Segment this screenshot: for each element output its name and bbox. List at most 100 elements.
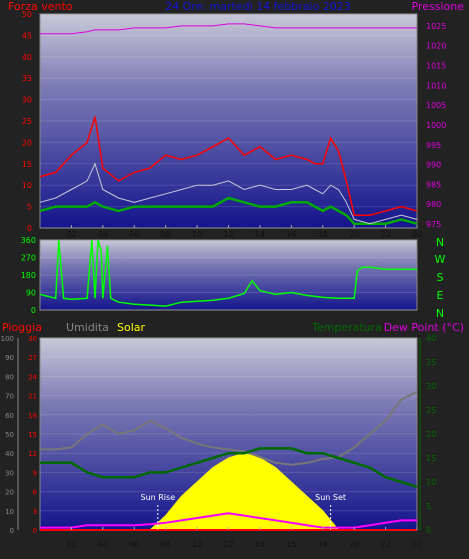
- wind-tick-label: 25: [22, 117, 32, 126]
- x-tick-label: 02: [66, 540, 76, 549]
- x-tick-label: 18: [318, 540, 328, 549]
- x-tick-label: 10: [192, 540, 202, 549]
- compass-label: N: [436, 236, 444, 249]
- x-tick-label: 20: [349, 540, 359, 549]
- rain-tick-label: 18: [28, 412, 37, 420]
- x-tick-label: 02: [66, 230, 76, 239]
- pressure-tick-label: 985: [426, 180, 441, 189]
- wind-green-line: [39, 196, 418, 225]
- x-tick-label: 04: [98, 540, 108, 549]
- wind-tick-label: 15: [22, 160, 32, 169]
- humidity-tick-label: 100: [1, 335, 14, 343]
- x-tick-label: 16: [286, 230, 296, 239]
- wind-tick-label: 5: [27, 203, 32, 212]
- rain-axis: 0 3 6 9 12 15 18 21 24 27 30: [28, 335, 37, 535]
- legend-humidity: Umidita: [66, 321, 109, 334]
- wind-tick-label: 20: [22, 138, 32, 147]
- x-tick-label: 12: [223, 230, 233, 239]
- direction-tick-label: 270: [21, 254, 36, 263]
- rain-tick-label: 21: [28, 393, 37, 401]
- humidity-tick-label: 60: [5, 412, 14, 420]
- pressure-line: [40, 23, 417, 35]
- rain-tick-label: 27: [28, 354, 37, 362]
- direction-tick-label: 180: [21, 271, 36, 280]
- pressure-tick-label: 1000: [426, 121, 446, 130]
- rain-tick-label: 30: [28, 335, 37, 343]
- humidity-tick-label: 50: [5, 431, 14, 439]
- header-left: Forza vento: [8, 0, 73, 13]
- legend-temperature: Temperatura: [311, 321, 382, 334]
- wind-plot-area: [39, 13, 418, 229]
- x-tick-label: 10: [192, 230, 202, 239]
- x-tick-label: 12: [223, 540, 233, 549]
- rain-tick-label: 6: [33, 489, 38, 497]
- x-tick-label: 04: [98, 230, 108, 239]
- compass-label: E: [437, 289, 444, 302]
- pressure-tick-label: 1025: [426, 22, 446, 31]
- legend-solar: Solar: [117, 321, 146, 334]
- wind-tick-label: 40: [22, 53, 32, 62]
- compass-label: N: [436, 307, 444, 320]
- x-tick-label: 22: [380, 540, 390, 549]
- direction-tick-label: 0: [31, 306, 36, 315]
- rain-tick-label: 24: [28, 373, 37, 381]
- x-tick-label: 14: [255, 540, 265, 549]
- pressure-tick-label: 990: [426, 161, 441, 170]
- wind-tick-label: 0: [27, 224, 32, 233]
- rain-tick-label: 9: [33, 469, 37, 477]
- temperature-tick-label: 40: [426, 334, 436, 343]
- humidity-line: [40, 390, 418, 466]
- wind-tick-label: 45: [22, 31, 32, 40]
- humidity-tick-label: 70: [5, 393, 14, 401]
- humidity-tick-label: 90: [5, 354, 14, 362]
- header-center: 24 Ore: martedì 14 febbraio 2023: [165, 0, 351, 13]
- pressure-tick-label: 980: [426, 200, 441, 209]
- temperature-tick-label: 5: [426, 502, 431, 511]
- weather-x-axis: 02 04 06 08 10 12 14 16 18 20 22 00: [66, 527, 422, 549]
- wind-tick-label: 50: [22, 10, 32, 19]
- humidity-tick-label: 80: [5, 373, 14, 381]
- pressure-tick-label: 1010: [426, 81, 446, 90]
- rain-tick-label: 15: [28, 431, 37, 439]
- x-tick-label: 06: [129, 540, 139, 549]
- x-tick-label: 18: [318, 230, 328, 239]
- wind-tick-label: 35: [22, 74, 32, 83]
- pressure-tick-label: 975: [426, 220, 441, 229]
- legend-dewpoint: Dew Point (°C): [384, 321, 464, 334]
- pressure-tick-label: 1005: [426, 101, 446, 110]
- direction-axis-left: 0 90 180 270 360: [21, 236, 36, 315]
- humidity-tick-label: 30: [5, 469, 14, 477]
- wind-direction-line: [39, 239, 417, 307]
- x-tick-label: 00: [412, 540, 422, 549]
- wind-axis-left: 0 5 10 15 20 25 30 35 40 45 50: [22, 10, 32, 233]
- wind-gust-line: [39, 116, 418, 216]
- rain-tick-label: 3: [33, 508, 37, 516]
- compass-label: S: [437, 271, 444, 284]
- temperature-line: [40, 447, 418, 488]
- sunset-label: Sun Set: [315, 493, 346, 502]
- temperature-axis: 0 5 10 15 20 25 30 35 40: [419, 334, 436, 535]
- wind-tick-label: 10: [22, 181, 32, 190]
- x-tick-label: 08: [161, 540, 171, 549]
- x-tick-label: 22: [380, 230, 390, 239]
- header-right: Pressione: [412, 0, 465, 13]
- temperature-tick-label: 25: [426, 406, 436, 415]
- humidity-tick-label: 0: [10, 527, 14, 535]
- wind-average-line: [39, 162, 418, 225]
- pressure-tick-label: 1015: [426, 62, 446, 71]
- humidity-tick-label: 20: [5, 489, 14, 497]
- x-tick-label: 00: [412, 230, 422, 239]
- temperature-tick-label: 0: [426, 526, 431, 535]
- wind-x-axis: 02 04 06 08 10 12 14 16 18 20 22 00: [66, 225, 422, 239]
- pressure-tick-label: 1020: [426, 42, 446, 51]
- temperature-tick-label: 35: [426, 358, 436, 367]
- compass-label: W: [435, 253, 446, 266]
- rain-tick-label: 12: [28, 450, 37, 458]
- x-tick-label: 14: [255, 230, 265, 239]
- direction-tick-label: 360: [21, 236, 36, 245]
- rain-tick-label: 0: [33, 527, 37, 535]
- wind-tick-label: 30: [22, 96, 32, 105]
